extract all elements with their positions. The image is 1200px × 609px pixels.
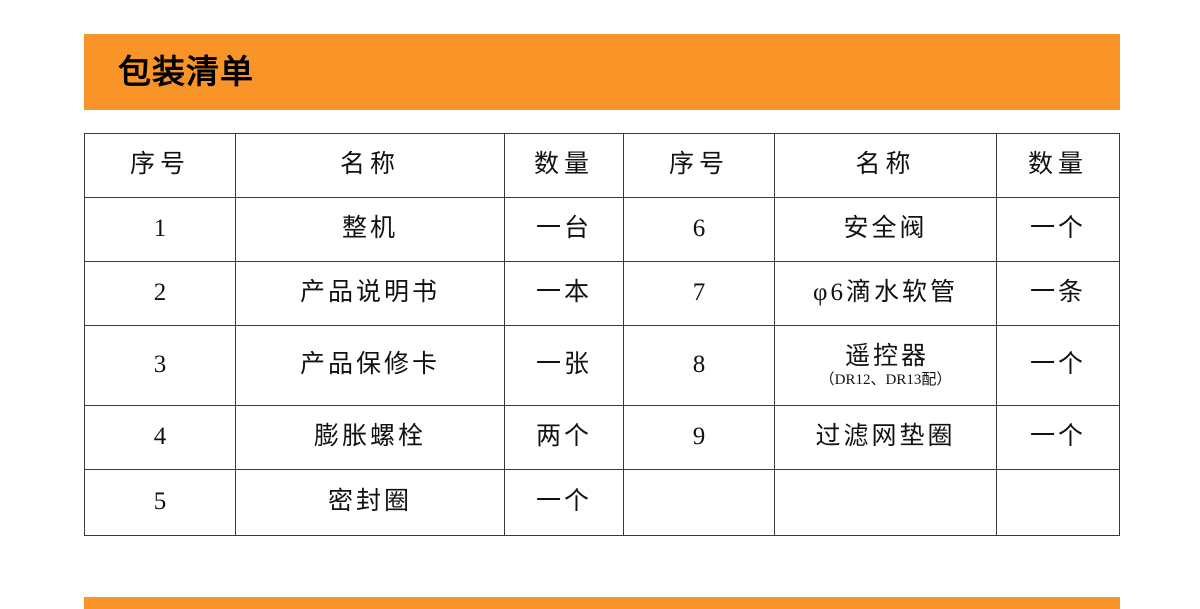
cell-no-right: 6: [623, 197, 775, 262]
cell-qty-left: 两个: [504, 405, 624, 470]
column-header-name-right: 名称: [774, 133, 997, 198]
cell-name-left: 膨胀螺栓: [235, 405, 505, 470]
cell-no-left: 5: [84, 469, 236, 536]
cell-no-right: 7: [623, 261, 775, 326]
cell-no-right: 9: [623, 405, 775, 470]
table-row: 5 密封圈 一个: [84, 469, 1120, 536]
cell-name-right-note: （DR12、DR13配）: [819, 371, 952, 388]
cell-no-left: 4: [84, 405, 236, 470]
cell-no-right: 8: [623, 325, 775, 406]
cell-name-right-primary: 遥控器: [844, 342, 929, 370]
column-header-no-right: 序号: [623, 133, 775, 198]
table-header-row: 序号 名称 数量 序号 名称 数量: [84, 133, 1120, 198]
cell-name-left: 产品保修卡: [235, 325, 505, 406]
cell-no-right: [623, 469, 775, 536]
table-row: 2 产品说明书 一本 7 φ6滴水软管 一条: [84, 261, 1120, 326]
cell-name-right: 过滤网垫圈: [774, 405, 997, 470]
cell-qty-right: 一个: [996, 197, 1120, 262]
section-banner: 包装清单: [84, 34, 1120, 110]
column-header-qty-left: 数量: [504, 133, 624, 198]
table-row: 4 膨胀螺栓 两个 9 过滤网垫圈 一个: [84, 405, 1120, 470]
table-row: 1 整机 一台 6 安全阀 一个: [84, 197, 1120, 262]
cell-qty-left: 一台: [504, 197, 624, 262]
column-header-name-left: 名称: [235, 133, 505, 198]
cell-name-left: 密封圈: [235, 469, 505, 536]
cell-name-right: [774, 469, 997, 536]
cell-qty-right: 一条: [996, 261, 1120, 326]
cell-no-left: 1: [84, 197, 236, 262]
cell-qty-right: 一个: [996, 325, 1120, 406]
cell-name-right: φ6滴水软管: [774, 261, 997, 326]
cell-no-left: 2: [84, 261, 236, 326]
table-row: 3 产品保修卡 一张 8 遥控器 （DR12、DR13配） 一个: [84, 325, 1120, 406]
cell-no-left: 3: [84, 325, 236, 406]
footer-accent-bar: [84, 597, 1120, 609]
cell-qty-left: 一本: [504, 261, 624, 326]
cell-name-right: 安全阀: [774, 197, 997, 262]
cell-name-left: 整机: [235, 197, 505, 262]
cell-qty-left: 一张: [504, 325, 624, 406]
page-title: 包装清单: [118, 52, 254, 90]
cell-name-left: 产品说明书: [235, 261, 505, 326]
cell-qty-right: [996, 469, 1120, 536]
column-header-qty-right: 数量: [996, 133, 1120, 198]
cell-qty-left: 一个: [504, 469, 624, 536]
cell-qty-right: 一个: [996, 405, 1120, 470]
packing-list-table: 序号 名称 数量 序号 名称 数量 1 整机 一台 6 安全阀 一个 2 产品说…: [84, 133, 1120, 536]
packing-list-table-wrapper: 序号 名称 数量 序号 名称 数量 1 整机 一台 6 安全阀 一个 2 产品说…: [84, 133, 1120, 536]
cell-name-right: 遥控器 （DR12、DR13配）: [774, 325, 997, 406]
column-header-no-left: 序号: [84, 133, 236, 198]
